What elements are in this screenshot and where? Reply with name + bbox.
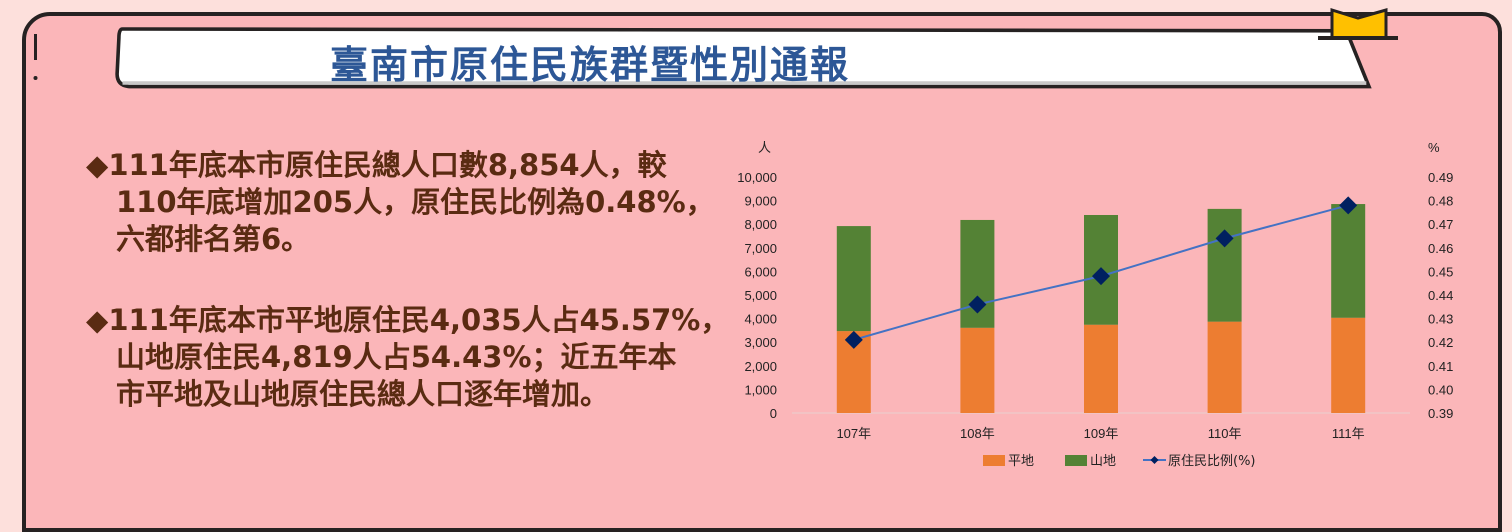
y2-tick: 0.46 <box>1428 241 1453 256</box>
y2-axis-label: % <box>1428 140 1440 155</box>
diamond-bullet-icon: ◆ <box>86 303 109 337</box>
legend-plains-swatch <box>983 455 1005 466</box>
x-tick: 109年 <box>1084 426 1119 441</box>
y2-tick: 0.42 <box>1428 335 1453 350</box>
y-tick: 7,000 <box>744 241 777 256</box>
y-tick: 6,000 <box>744 264 777 279</box>
legend-mountain: 山地 <box>1090 454 1116 469</box>
ratio-marker <box>1092 267 1110 286</box>
x-tick: 107年 <box>836 426 871 441</box>
y-tick: 4,000 <box>744 312 777 327</box>
y2-tick: 0.48 <box>1428 194 1453 209</box>
x-tick: 111年 <box>1332 426 1365 441</box>
y2-tick: 0.41 <box>1428 359 1453 374</box>
y2-tick: 0.40 <box>1428 382 1453 397</box>
bar-plains <box>1331 317 1366 413</box>
ratio-marker <box>1215 229 1234 248</box>
y-tick: 3,000 <box>744 335 777 350</box>
ratio-marker <box>844 330 863 349</box>
legend-ratio-marker <box>1150 456 1159 464</box>
population-chart: 人 % 0 1,000 2,000 3,000 4,000 5,000 6,000 7,000 8,… <box>737 140 1453 469</box>
y2-tick: 0.39 <box>1428 406 1453 421</box>
content-frame <box>22 12 1502 532</box>
bullet-plains-mountain: ◆111年底本市平地原住民4,035人占45.57%， 山地原住民4,819人占… <box>86 303 730 411</box>
y-tick: 10,000 <box>737 170 777 185</box>
bar-plains <box>960 327 995 413</box>
y2-tick: 0.43 <box>1428 312 1453 327</box>
y-tick: 0 <box>770 406 777 421</box>
y2-tick: 0.44 <box>1428 288 1453 303</box>
bar-mountain <box>1207 208 1242 322</box>
x-tick: 108年 <box>960 426 995 441</box>
ratio-marker <box>1339 196 1358 215</box>
side-marks <box>33 34 38 80</box>
legend-mountain-swatch <box>1065 455 1087 466</box>
legend-plains: 平地 <box>1008 454 1034 469</box>
y-tick: 1,000 <box>744 382 777 397</box>
diamond-bullet-icon: ◆ <box>86 148 109 182</box>
y-tick: 2,000 <box>744 359 777 374</box>
y-axis-label: 人 <box>758 140 771 155</box>
bar-plains <box>1207 321 1242 413</box>
bar-plains <box>1084 324 1118 413</box>
y2-tick: 0.49 <box>1428 170 1453 185</box>
x-tick: 110年 <box>1208 426 1242 441</box>
y-tick: 5,000 <box>744 288 777 303</box>
title-banner <box>115 27 1372 89</box>
y2-tick: 0.47 <box>1428 217 1453 232</box>
bar-mountain <box>836 226 871 332</box>
bar-mountain <box>1331 204 1366 318</box>
bullet-total-population: ◆111年底本市原住民總人口數8,854人，較 110年底增加205人，原住民比… <box>86 148 715 256</box>
ratio-marker <box>968 295 987 314</box>
y-tick: 8,000 <box>744 217 777 232</box>
y2-tick: 0.45 <box>1428 264 1453 279</box>
y-tick: 9,000 <box>744 194 777 209</box>
legend-ratio: 原住民比例(%) <box>1168 454 1256 469</box>
page-title: 臺南市原住民族群暨性別通報 <box>330 43 851 87</box>
bookmark-icon <box>1318 7 1398 40</box>
